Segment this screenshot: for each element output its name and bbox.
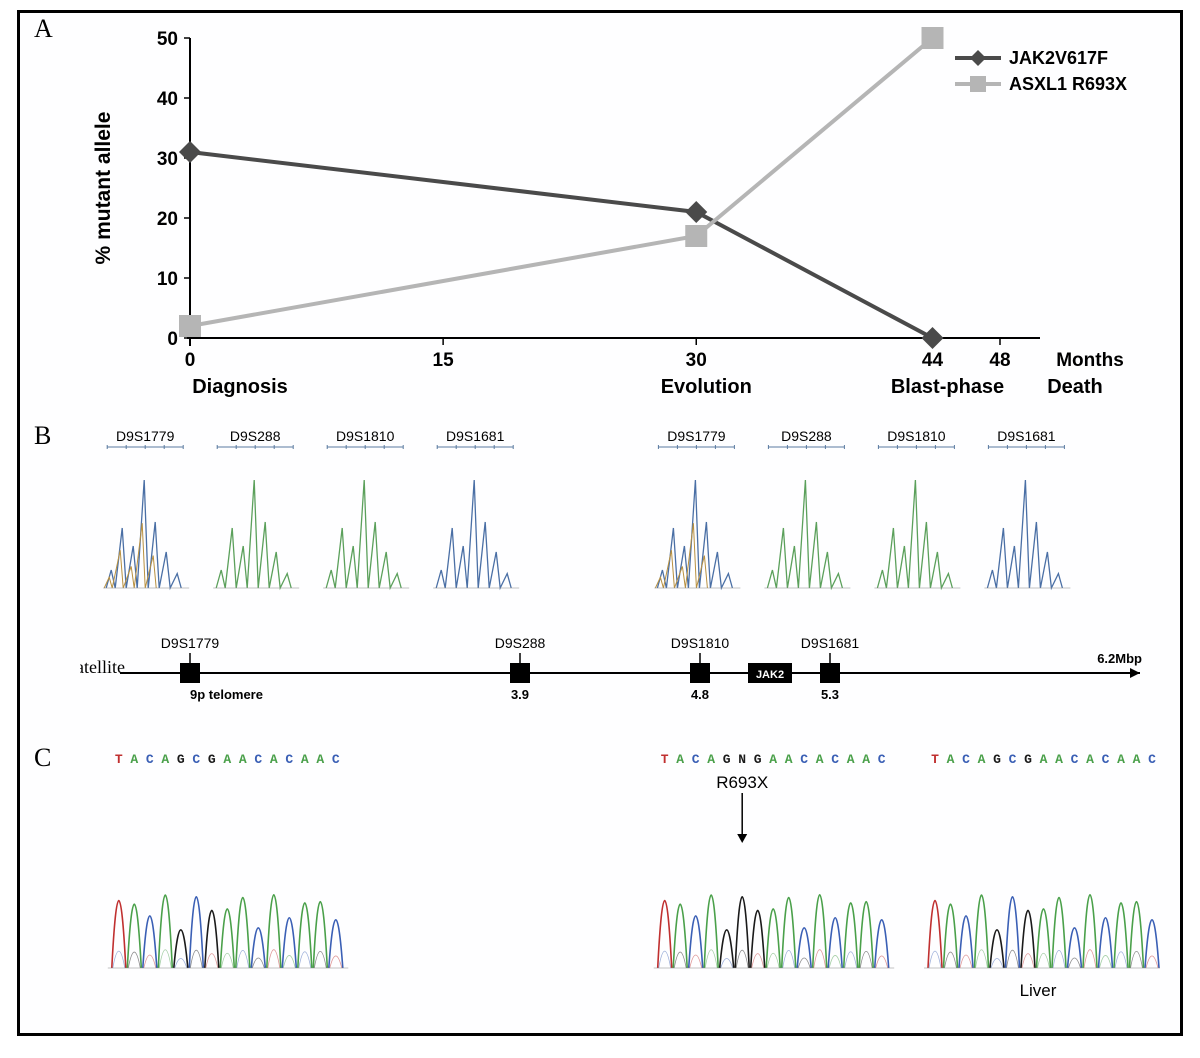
svg-text:10: 10: [157, 269, 178, 290]
svg-text:A: A: [862, 752, 870, 767]
svg-text:C: C: [831, 752, 839, 767]
svg-text:Evolution: Evolution: [661, 376, 752, 398]
svg-text:C: C: [878, 752, 886, 767]
svg-text:30: 30: [686, 350, 707, 371]
svg-text:C: C: [692, 752, 700, 767]
svg-text:C: C: [1102, 752, 1110, 767]
svg-text:% mutant allele: % mutant allele: [92, 112, 115, 265]
panel-b-label: B: [34, 421, 51, 451]
svg-text:G: G: [754, 752, 762, 767]
svg-text:Death: Death: [1047, 376, 1103, 398]
svg-text:A: A: [130, 752, 138, 767]
svg-text:3.9: 3.9: [511, 687, 529, 702]
svg-text:A: A: [301, 752, 309, 767]
svg-text:D9S1681: D9S1681: [446, 428, 505, 444]
svg-text:C: C: [1148, 752, 1156, 767]
svg-text:D9S1681: D9S1681: [801, 635, 860, 651]
panel-c-label: C: [34, 743, 51, 773]
svg-text:D9S1779: D9S1779: [116, 428, 175, 444]
svg-text:A: A: [816, 752, 824, 767]
panel-a-label: A: [34, 14, 53, 44]
svg-text:A: A: [1086, 752, 1094, 767]
svg-text:40: 40: [157, 89, 178, 110]
svg-text:A: A: [947, 752, 955, 767]
svg-text:D9S1681: D9S1681: [997, 428, 1056, 444]
panel-b-svg: Microsatellite D9S1779 D9S288 D9S1810 D9S168…: [80, 423, 1160, 733]
svg-text:G: G: [993, 752, 1001, 767]
svg-text:9p telomere: 9p telomere: [190, 687, 263, 702]
svg-text:ASXL1 R693X: ASXL1 R693X: [1009, 74, 1127, 94]
svg-text:T: T: [661, 752, 669, 767]
svg-text:R693X: R693X: [716, 773, 768, 792]
svg-text:D9S288: D9S288: [495, 635, 546, 651]
panel-a: 0 10 20 30 40 50 % mutant allele 0 15 30 44 48 Month…: [80, 18, 1160, 398]
svg-text:A: A: [978, 752, 986, 767]
svg-text:G: G: [723, 752, 731, 767]
svg-text:A: A: [1133, 752, 1141, 767]
svg-text:30: 30: [157, 149, 178, 170]
svg-text:20: 20: [157, 209, 178, 230]
svg-text:D9S1810: D9S1810: [671, 635, 730, 651]
svg-text:6.2Mbp: 6.2Mbp: [1097, 651, 1142, 666]
panel-c-svg: ASXL1TACAGCGAACACAACTACAGNGAACACAACR693X…: [80, 743, 1160, 1013]
svg-text:A: A: [847, 752, 855, 767]
svg-text:A: A: [1117, 752, 1125, 767]
svg-text:0: 0: [185, 350, 196, 371]
svg-text:A: A: [223, 752, 231, 767]
panel-a-chart: 0 10 20 30 40 50 % mutant allele 0 15 30 44 48 Month…: [80, 18, 1160, 413]
svg-text:ASXL1: ASXL1: [80, 937, 81, 957]
svg-text:A: A: [707, 752, 715, 767]
svg-text:D9S288: D9S288: [781, 428, 832, 444]
svg-text:48: 48: [989, 350, 1010, 371]
svg-text:Liver: Liver: [1020, 981, 1057, 1000]
svg-text:A: A: [1040, 752, 1048, 767]
svg-text:D9S1779: D9S1779: [667, 428, 726, 444]
svg-text:T: T: [931, 752, 939, 767]
svg-text:C: C: [285, 752, 293, 767]
svg-text:44: 44: [922, 350, 944, 371]
svg-text:C: C: [1009, 752, 1017, 767]
svg-text:A: A: [785, 752, 793, 767]
svg-text:D9S288: D9S288: [230, 428, 281, 444]
svg-text:T: T: [115, 752, 123, 767]
svg-text:JAK2V617F: JAK2V617F: [1009, 48, 1108, 68]
svg-text:D9S1779: D9S1779: [161, 635, 220, 651]
svg-text:C: C: [800, 752, 808, 767]
svg-text:C: C: [332, 752, 340, 767]
svg-text:N: N: [738, 752, 746, 767]
svg-text:A: A: [769, 752, 777, 767]
svg-text:C: C: [962, 752, 970, 767]
svg-text:Diagnosis: Diagnosis: [192, 376, 288, 398]
svg-text:A: A: [161, 752, 169, 767]
svg-text:A: A: [1055, 752, 1063, 767]
svg-text:A: A: [270, 752, 278, 767]
svg-text:A: A: [676, 752, 684, 767]
svg-text:D9S1810: D9S1810: [336, 428, 395, 444]
svg-text:Microsatellite: Microsatellite: [80, 657, 125, 677]
panel-c: ASXL1TACAGCGAACACAACTACAGNGAACACAACR693X…: [80, 743, 1160, 1013]
svg-text:G: G: [208, 752, 216, 767]
svg-text:G: G: [1024, 752, 1032, 767]
svg-text:Blast-phase: Blast-phase: [891, 376, 1004, 398]
svg-text:C: C: [146, 752, 154, 767]
svg-text:15: 15: [433, 350, 455, 371]
svg-text:5.3: 5.3: [821, 687, 839, 702]
svg-text:0: 0: [167, 329, 178, 350]
figure-container: A B C 0 10 20 30 40 50 % mutant allele 0 15 30 44 4…: [17, 10, 1183, 1036]
svg-text:D9S1810: D9S1810: [887, 428, 946, 444]
svg-text:C: C: [254, 752, 262, 767]
svg-text:A: A: [316, 752, 324, 767]
svg-text:A: A: [239, 752, 247, 767]
svg-text:50: 50: [157, 29, 178, 50]
svg-text:JAK2: JAK2: [756, 669, 784, 681]
panel-b: Microsatellite D9S1779 D9S288 D9S1810 D9S168…: [80, 423, 1160, 733]
svg-text:G: G: [177, 752, 185, 767]
svg-text:C: C: [1071, 752, 1079, 767]
svg-text:4.8: 4.8: [691, 687, 709, 702]
svg-text:Months: Months: [1056, 350, 1124, 371]
svg-text:C: C: [192, 752, 200, 767]
